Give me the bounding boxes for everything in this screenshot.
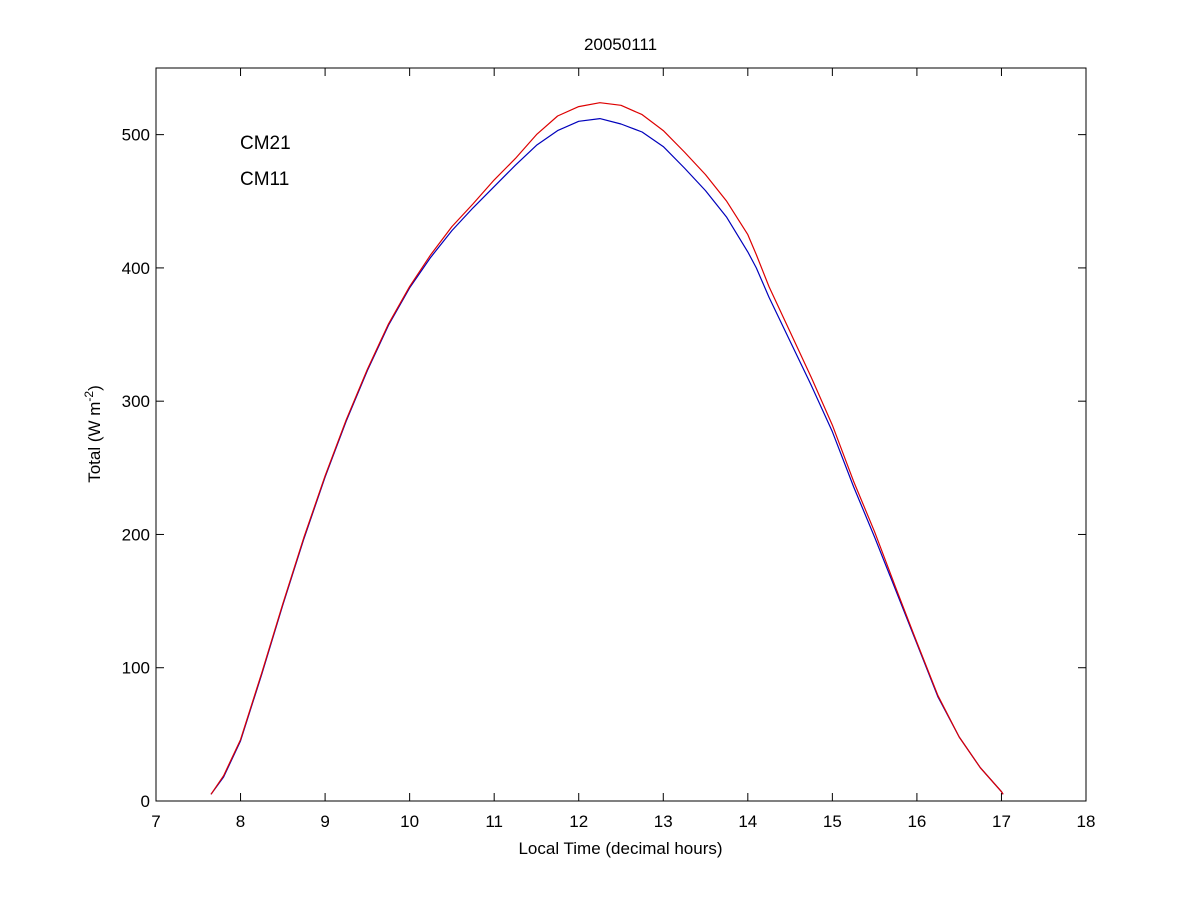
x-tick-label: 16 <box>907 812 926 831</box>
series-line-cm11 <box>210 102 1004 795</box>
x-tick-label: 7 <box>151 812 160 831</box>
x-tick-label: 13 <box>654 812 673 831</box>
x-axis-ticks: 7 8 9 10 11 12 13 14 15 16 17 18 <box>151 68 1095 831</box>
y-axis-ticks: 0 100 200 300 400 500 <box>122 126 1086 811</box>
legend-cm11: CM11 <box>240 169 289 190</box>
y-tick-label: 100 <box>122 659 150 678</box>
y-tick-label: 500 <box>122 126 150 145</box>
x-tick-label: 10 <box>400 812 419 831</box>
x-tick-label: 18 <box>1077 812 1096 831</box>
x-tick-label: 14 <box>738 812 757 831</box>
x-tick-label: 17 <box>992 812 1011 831</box>
series-layer <box>210 102 1004 795</box>
x-tick-label: 15 <box>823 812 842 831</box>
y-tick-label: 0 <box>141 792 150 811</box>
chart-title: 20050111 <box>584 35 657 54</box>
plot-frame <box>155 67 1087 802</box>
x-tick-label: 9 <box>320 812 329 831</box>
y-axis-label-main: Total (W m <box>85 402 104 483</box>
x-tick-label: 8 <box>236 812 245 831</box>
y-tick-label: 300 <box>122 392 150 411</box>
x-axis-label: Local Time (decimal hours) <box>518 839 722 858</box>
y-axis-label: Total (W m-2) <box>82 385 104 483</box>
y-tick-label: 200 <box>122 525 150 544</box>
x-tick-label: 12 <box>569 812 588 831</box>
y-axis-label-superscript: -2 <box>82 391 96 402</box>
y-axis-label-close: ) <box>85 385 104 391</box>
x-tick-label: 11 <box>485 812 503 831</box>
y-tick-label: 400 <box>122 259 150 278</box>
legend-cm21: CM21 <box>240 133 291 154</box>
